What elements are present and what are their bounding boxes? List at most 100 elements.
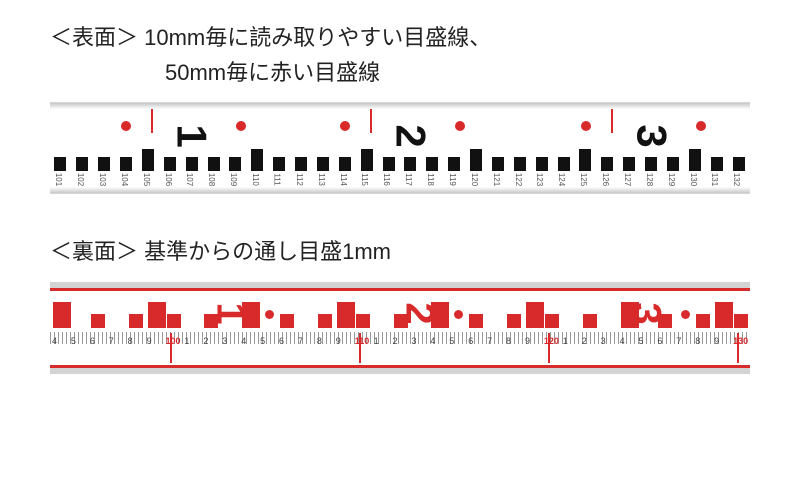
front-red-tick [370,109,372,133]
front-tick [229,157,241,171]
front-tick [667,157,679,171]
front-small-label: 118 [426,173,435,186]
back-red-block [148,302,166,328]
back-ruler-botstripe [50,365,750,368]
back-small-label: 8 [695,336,700,346]
front-ruler-holder: 1011021031041051061071081091101111121131… [50,102,750,194]
back-small-label: 5 [638,336,643,346]
back-small-label: 8 [317,336,322,346]
back-small-label: 4 [241,336,246,346]
front-small-label: 121 [492,173,501,186]
front-caption-line2: 50mm毎に赤い目盛線 [50,55,750,90]
front-red-dot [455,121,465,131]
back-small-label: 4 [52,336,57,346]
back-small-label: 7 [487,336,492,346]
front-small-label: 125 [579,173,588,186]
front-tick [361,149,373,171]
back-small-label: 9 [336,336,341,346]
front-red-dot [581,121,591,131]
front-tick [142,149,154,171]
back-small-label: 1 [184,336,189,346]
back-small-label: 4 [620,336,625,346]
back-red-through [170,333,172,363]
back-red-block [318,314,332,328]
front-small-label: 102 [76,173,85,186]
front-tick [339,157,351,171]
front-caption: ＜表面＞ 10mm毎に読み取りやすい目盛線、 50mm毎に赤い目盛線 [50,20,750,90]
front-ruler-edge-bottom [50,187,750,193]
front-tick [623,157,635,171]
back-small-label: 120 [544,336,559,346]
back-ruler: 4567891001234567891101234567891201234567… [50,282,750,374]
back-small-label: 5 [260,336,265,346]
front-big-number: 2 [387,125,435,146]
front-small-label: 107 [186,173,195,186]
front-small-label: 111 [273,174,282,186]
back-red-block [469,314,483,328]
front-small-label: 122 [514,173,523,186]
back-small-label: 3 [601,336,606,346]
front-small-label: 128 [645,173,654,186]
front-small-label: 104 [120,173,129,186]
back-small-label: 6 [657,336,662,346]
front-tick [558,157,570,171]
back-red-block [734,314,748,328]
back-small-label: 6 [90,336,95,346]
front-small-label: 126 [601,173,610,186]
back-small-label: 4 [430,336,435,346]
front-small-label: 117 [404,173,413,186]
front-small-label: 116 [382,173,391,186]
front-tick [251,149,263,171]
back-small-label: 1 [374,336,379,346]
front-small-label: 108 [207,173,216,186]
back-small-label: 6 [468,336,473,346]
back-red-block [583,314,597,328]
front-tick [186,157,198,171]
front-small-label: 130 [689,173,698,186]
back-small-label: 7 [676,336,681,346]
front-tick [404,157,416,171]
front-tick [601,157,613,171]
back-red-block [53,302,71,328]
front-small-label: 132 [732,173,741,186]
front-big-number: 1 [168,125,216,146]
front-tick [317,157,329,171]
front-small-label: 123 [536,173,545,186]
front-small-label: 115 [360,173,369,186]
front-small-label: 119 [448,173,457,186]
front-red-dot [696,121,706,131]
back-ruler-fine-ticks [50,332,750,344]
front-tick [426,157,438,171]
back-small-label: 7 [109,336,114,346]
back-big-number: 2 [397,302,442,322]
front-tick [645,157,657,171]
front-small-label: 129 [667,173,676,186]
back-small-label: 3 [411,336,416,346]
front-small-label: 131 [711,173,720,186]
front-small-label: 124 [557,173,566,186]
front-small-label: 106 [164,173,173,186]
front-small-label: 105 [142,173,151,186]
front-small-label: 103 [98,173,107,186]
back-red-block [696,314,710,328]
front-caption-line1: 10mm毎に読み取りやすい目盛線、 [144,25,491,50]
back-red-block [507,314,521,328]
front-small-label: 109 [229,173,238,186]
back-caption: ＜裏面＞ 基準からの通し目盛1mm [50,234,750,269]
front-big-number: 3 [627,125,675,146]
front-tick [492,157,504,171]
back-small-label: 9 [525,336,530,346]
front-red-dot [236,121,246,131]
front-small-label: 112 [295,173,304,186]
front-tick [208,157,220,171]
front-tick [470,149,482,171]
back-small-label: 5 [449,336,454,346]
back-small-label: 8 [128,336,133,346]
back-red-block [167,314,181,328]
back-caption-line1: 基準からの通し目盛1mm [144,239,391,264]
front-small-label: 110 [251,173,260,186]
front-small-label: 113 [317,173,326,186]
front-tick [536,157,548,171]
front-tick [383,157,395,171]
front-tick [98,157,110,171]
